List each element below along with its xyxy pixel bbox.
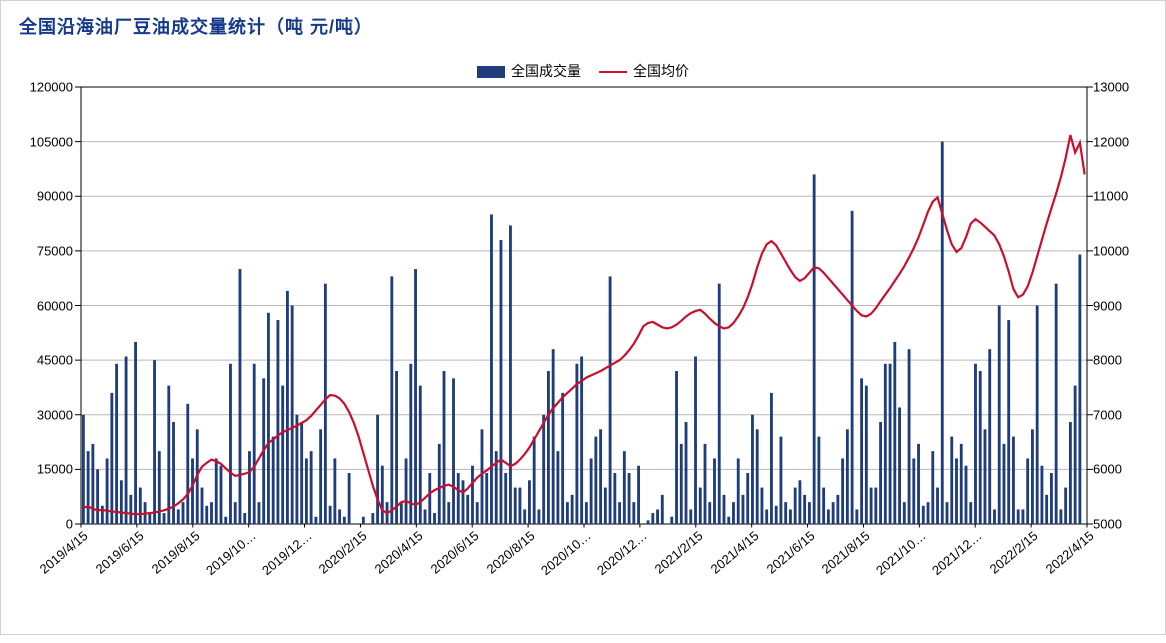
y-left-tick: 60000 <box>13 298 73 313</box>
plot-svg <box>81 87 1087 524</box>
legend-line-label: 全国均价 <box>633 63 689 79</box>
legend-item-line: 全国均价 <box>599 61 689 81</box>
y-right-tick: 11000 <box>1093 189 1153 204</box>
legend: 全国成交量 全国均价 <box>477 61 689 81</box>
y-right-tick: 13000 <box>1093 80 1153 95</box>
y-right-tick: 5000 <box>1093 517 1153 532</box>
legend-bar-label: 全国成交量 <box>511 63 581 79</box>
y-left-tick: 15000 <box>13 462 73 477</box>
y-left-tick: 45000 <box>13 353 73 368</box>
y-axis-right: 5000600070008000900010000110001200013000 <box>1093 87 1153 524</box>
y-right-tick: 6000 <box>1093 462 1153 477</box>
y-left-tick: 90000 <box>13 189 73 204</box>
line-swatch <box>599 71 627 73</box>
y-right-tick: 8000 <box>1093 353 1153 368</box>
y-left-tick: 0 <box>13 517 73 532</box>
bar-swatch <box>477 66 505 78</box>
legend-item-bar: 全国成交量 <box>477 61 581 81</box>
y-left-tick: 75000 <box>13 243 73 258</box>
y-left-tick: 30000 <box>13 407 73 422</box>
y-left-tick: 105000 <box>13 134 73 149</box>
y-axis-left: 0150003000045000600007500090000105000120… <box>13 87 73 524</box>
chart-title: 全国沿海油厂豆油成交量统计（吨 元/吨） <box>19 13 373 39</box>
y-right-tick: 7000 <box>1093 407 1153 422</box>
plot-area <box>81 87 1087 524</box>
y-right-tick: 9000 <box>1093 298 1153 313</box>
y-left-tick: 120000 <box>13 80 73 95</box>
y-right-tick: 10000 <box>1093 243 1153 258</box>
x-axis: 2019/4/152019/6/152019/8/152019/10…2019/… <box>81 528 1087 628</box>
y-right-tick: 12000 <box>1093 134 1153 149</box>
chart-container: 全国沿海油厂豆油成交量统计（吨 元/吨） 全国成交量 全国均价 0 15000 30… <box>0 0 1166 635</box>
